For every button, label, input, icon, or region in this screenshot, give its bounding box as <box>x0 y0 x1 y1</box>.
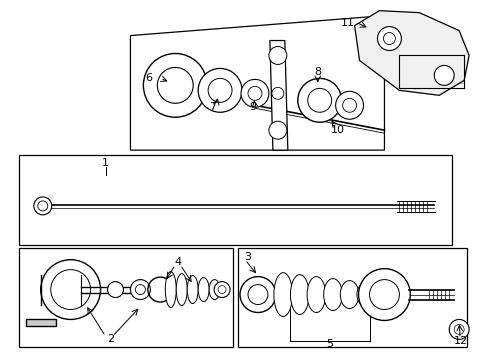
Ellipse shape <box>209 280 220 300</box>
Text: 4: 4 <box>174 257 182 267</box>
Circle shape <box>307 88 331 112</box>
Circle shape <box>241 80 268 107</box>
Text: 2: 2 <box>107 334 114 345</box>
Ellipse shape <box>290 275 308 315</box>
Circle shape <box>247 86 262 100</box>
Text: 5: 5 <box>325 339 332 349</box>
Circle shape <box>214 282 229 298</box>
Circle shape <box>157 67 193 103</box>
Circle shape <box>377 27 401 50</box>
Circle shape <box>34 197 52 215</box>
Ellipse shape <box>273 273 292 316</box>
Circle shape <box>247 285 267 305</box>
Text: 11: 11 <box>340 18 354 28</box>
Text: 8: 8 <box>313 67 321 77</box>
Circle shape <box>335 91 363 119</box>
Text: 1: 1 <box>102 158 109 168</box>
Ellipse shape <box>176 274 187 306</box>
Ellipse shape <box>356 283 375 306</box>
Polygon shape <box>354 11 468 95</box>
Circle shape <box>135 285 145 294</box>
Circle shape <box>271 87 283 99</box>
Circle shape <box>218 285 225 293</box>
Ellipse shape <box>340 280 358 309</box>
Circle shape <box>383 32 395 45</box>
Text: 9: 9 <box>249 102 256 112</box>
Ellipse shape <box>198 278 209 302</box>
Text: 12: 12 <box>453 336 468 346</box>
Circle shape <box>433 66 453 85</box>
Circle shape <box>208 78 232 102</box>
Text: 6: 6 <box>144 73 152 84</box>
Circle shape <box>240 276 275 312</box>
Ellipse shape <box>187 276 198 303</box>
Circle shape <box>369 280 399 310</box>
Circle shape <box>268 46 286 64</box>
Circle shape <box>453 324 463 334</box>
Text: 3: 3 <box>244 252 251 262</box>
Circle shape <box>143 54 207 117</box>
Bar <box>238 248 466 347</box>
Circle shape <box>448 319 468 339</box>
Circle shape <box>107 282 123 298</box>
Circle shape <box>41 260 101 319</box>
Circle shape <box>342 98 356 112</box>
Polygon shape <box>130 15 384 150</box>
Circle shape <box>358 269 409 320</box>
Circle shape <box>268 121 286 139</box>
Polygon shape <box>269 41 287 150</box>
Ellipse shape <box>162 74 188 96</box>
Circle shape <box>130 280 150 300</box>
Bar <box>26 319 56 327</box>
Bar <box>19 248 233 347</box>
Ellipse shape <box>323 279 342 310</box>
Circle shape <box>38 201 48 211</box>
Ellipse shape <box>306 276 325 312</box>
Bar <box>19 155 451 245</box>
Circle shape <box>198 68 242 112</box>
Circle shape <box>51 270 90 310</box>
Text: 7: 7 <box>209 102 216 112</box>
Circle shape <box>297 78 341 122</box>
Text: 10: 10 <box>330 125 344 135</box>
Ellipse shape <box>165 272 176 307</box>
Ellipse shape <box>41 272 101 307</box>
